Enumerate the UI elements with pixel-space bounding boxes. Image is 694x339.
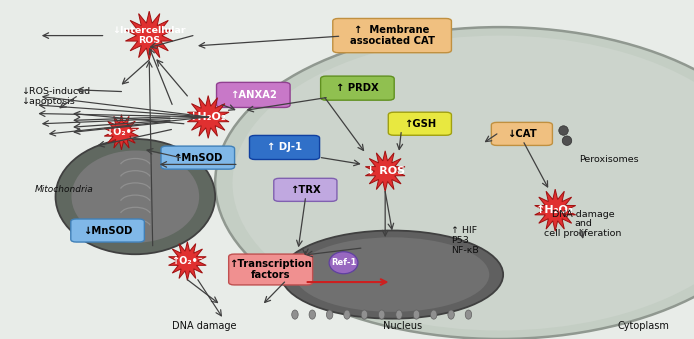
Text: ↑ DJ-1: ↑ DJ-1 [267, 142, 302, 153]
Ellipse shape [56, 139, 215, 254]
Ellipse shape [232, 36, 694, 331]
Text: Nucleus: Nucleus [383, 321, 422, 331]
Text: ↓ROS-induced
↓apoptosis: ↓ROS-induced ↓apoptosis [21, 87, 90, 106]
Ellipse shape [465, 310, 472, 319]
Text: ↑ANXA2: ↑ANXA2 [230, 90, 277, 100]
Polygon shape [187, 96, 229, 138]
Ellipse shape [559, 126, 568, 135]
Text: DNA damage: DNA damage [173, 321, 237, 331]
Ellipse shape [562, 136, 572, 145]
Ellipse shape [329, 252, 358, 274]
Text: Mitochondria: Mitochondria [35, 185, 94, 194]
Ellipse shape [281, 231, 503, 319]
FancyBboxPatch shape [161, 146, 235, 169]
Text: ↓MnSOD: ↓MnSOD [83, 225, 133, 236]
Text: ↓ ROS: ↓ ROS [366, 166, 405, 176]
Polygon shape [104, 115, 139, 150]
Text: ↑TRX: ↑TRX [290, 185, 321, 195]
Ellipse shape [430, 310, 437, 319]
Text: ↓H₂O₂: ↓H₂O₂ [189, 112, 227, 122]
Polygon shape [126, 11, 173, 60]
FancyBboxPatch shape [491, 122, 552, 145]
Ellipse shape [291, 310, 298, 319]
Text: Cytoplasm: Cytoplasm [618, 321, 670, 331]
Polygon shape [169, 242, 206, 280]
Text: ↓Intercellular
ROS: ↓Intercellular ROS [112, 26, 186, 45]
Text: ↑H₂O₂: ↑H₂O₂ [536, 205, 574, 215]
Ellipse shape [326, 310, 333, 319]
FancyBboxPatch shape [71, 219, 144, 242]
Text: ↑MnSOD: ↑MnSOD [173, 153, 223, 163]
FancyBboxPatch shape [228, 254, 312, 285]
Text: ↑  Membrane
associated CAT: ↑ Membrane associated CAT [350, 25, 434, 46]
Text: ↑ HIF
P53
NF-κB: ↑ HIF P53 NF-κB [451, 226, 479, 255]
Ellipse shape [413, 310, 420, 319]
Text: ↑Transcription
factors: ↑Transcription factors [229, 259, 312, 280]
FancyBboxPatch shape [273, 178, 337, 201]
Text: DNA damage
and
cell proliferation: DNA damage and cell proliferation [544, 210, 622, 238]
FancyBboxPatch shape [250, 135, 319, 160]
Ellipse shape [71, 151, 199, 243]
Ellipse shape [361, 310, 368, 319]
FancyBboxPatch shape [332, 18, 451, 53]
Ellipse shape [344, 310, 350, 319]
Text: ↓O₂•⁻: ↓O₂•⁻ [105, 127, 137, 137]
Text: Peroxisomes: Peroxisomes [579, 155, 639, 164]
Ellipse shape [215, 27, 694, 339]
Text: ↑GSH: ↑GSH [404, 119, 436, 129]
Ellipse shape [295, 237, 489, 312]
Text: ↓CAT: ↓CAT [507, 129, 536, 139]
Ellipse shape [378, 310, 385, 319]
Ellipse shape [534, 127, 544, 137]
Text: ↑ PRDX: ↑ PRDX [336, 83, 379, 93]
FancyBboxPatch shape [321, 76, 394, 100]
Ellipse shape [448, 310, 455, 319]
FancyBboxPatch shape [389, 112, 451, 135]
FancyBboxPatch shape [217, 82, 290, 107]
Polygon shape [534, 189, 576, 231]
Polygon shape [365, 151, 405, 192]
Ellipse shape [309, 310, 316, 319]
Ellipse shape [396, 310, 403, 319]
Text: Ref-1: Ref-1 [331, 258, 356, 267]
Text: ↑O₂•⁻: ↑O₂•⁻ [171, 256, 203, 266]
